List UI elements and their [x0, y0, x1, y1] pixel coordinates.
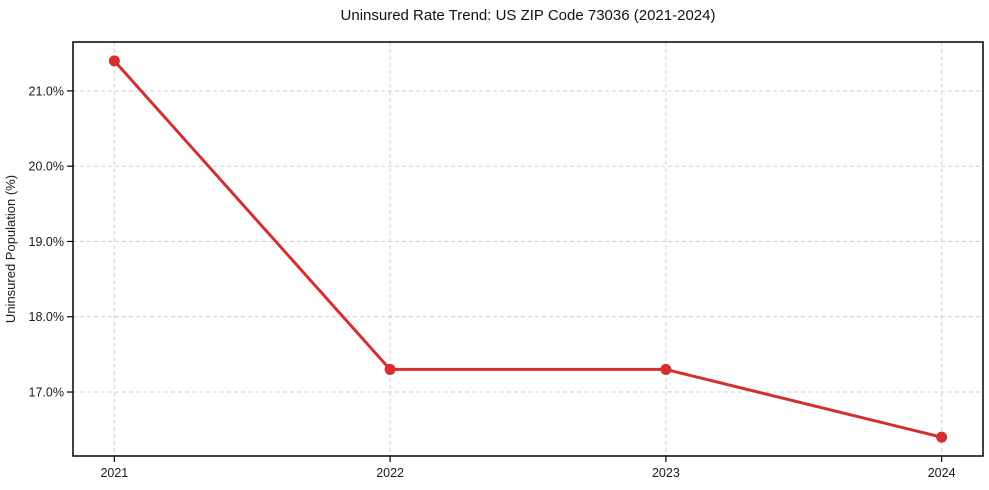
y-tick-label: 19.0%: [29, 235, 64, 249]
plot-border: [72, 41, 984, 457]
y-axis-label: Uninsured Population (%): [3, 175, 18, 323]
data-point: [384, 363, 396, 375]
data-point: [108, 55, 120, 67]
x-tick-label: 2021: [100, 466, 128, 480]
y-tick-label: 21.0%: [29, 84, 64, 98]
y-tick-label: 17.0%: [29, 386, 64, 400]
y-tick-label: 20.0%: [29, 160, 64, 174]
x-tick-label: 2024: [928, 466, 956, 480]
trend-line: [112, 59, 944, 439]
chart-title: Uninsured Rate Trend: US ZIP Code 73036 …: [340, 7, 716, 24]
data-point: [936, 431, 948, 443]
x-tick-label: 2023: [652, 466, 680, 480]
x-tick-label: 2022: [376, 466, 404, 480]
data-point: [660, 363, 672, 375]
y-tick-label: 18.0%: [29, 310, 64, 324]
